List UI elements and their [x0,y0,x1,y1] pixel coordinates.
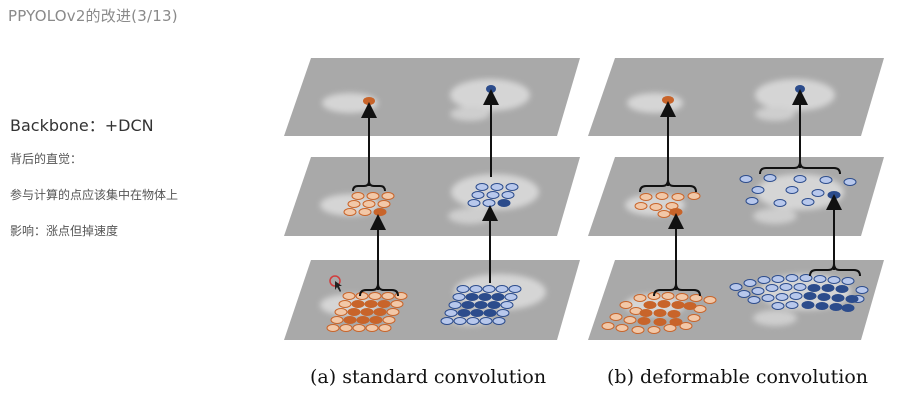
plane-middle [284,157,580,236]
backbone-heading: Backbone：+DCN [10,116,154,135]
intuition-text: 参与计算的点应该集中在物体上 [10,188,179,202]
sampling-grid-bottom-orange [326,292,408,332]
deformed-samples-bottom-orange [601,292,717,334]
activation-point [795,85,805,93]
arrows-deformable [639,89,861,297]
intuition-label: 背后的直觉： [10,152,83,166]
notes-panel: Backbone：+DCN 背后的直觉： 参与计算的点应该集中在物体上 影响：涨… [10,112,178,258]
sampling-grid-bottom-blue [440,285,522,325]
sampling-grid-middle-orange [343,192,395,216]
arrows-standard [352,89,499,297]
standard-conv-panel [284,58,580,340]
sampling-grid-middle-blue [467,183,519,207]
activation-point [662,96,674,104]
deformable-conv-panel [588,58,884,340]
plane-top [588,58,884,136]
slide-title: PPYOLOv2的改进(3/13) [8,7,178,25]
caption-deformable-convolution: (b) deformable convolution [607,366,869,388]
activation-point [486,85,496,93]
impact-text: 影响：涨点但掉速度 [10,224,119,238]
plane-top [284,58,580,136]
activation-point [363,97,375,105]
cursor-indicator [329,275,342,292]
deformed-samples-bottom-blue [729,274,869,312]
caption-standard-convolution: (a) standard convolution [310,366,547,388]
